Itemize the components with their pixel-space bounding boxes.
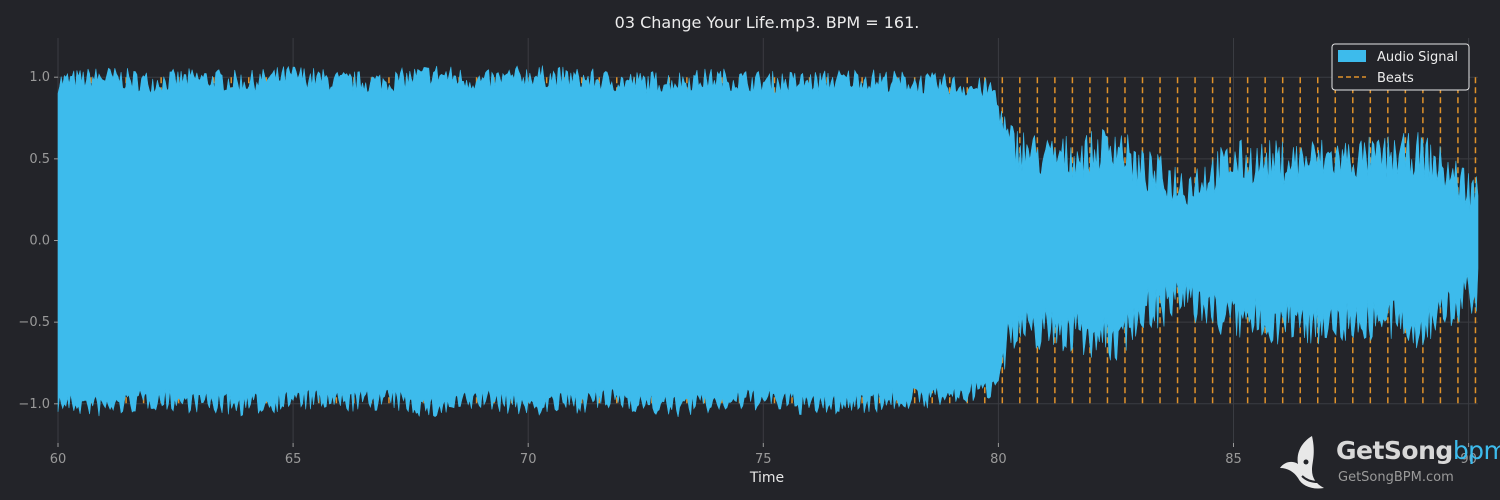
legend-box bbox=[1331, 43, 1470, 91]
x-tick-label: 70 bbox=[520, 452, 537, 467]
x-tick-label: 85 bbox=[1225, 452, 1242, 467]
watermark-brand-main: GetSong bbox=[1336, 436, 1453, 465]
watermark-brand-accent: bpm bbox=[1452, 436, 1500, 465]
audio-signal bbox=[57, 65, 1479, 417]
axis-ticks: 60 65 70 75 80 85 90 1.0 0.5 0.0 −0.5 −1.0 bbox=[18, 70, 1476, 467]
x-tick-label: 75 bbox=[755, 452, 772, 467]
y-tick-label: 0.0 bbox=[29, 234, 50, 249]
legend-audio-swatch bbox=[1338, 50, 1366, 62]
x-tick-label: 80 bbox=[990, 452, 1007, 467]
x-tick-label: 65 bbox=[285, 452, 302, 467]
chart-title: 03 Change Your Life.mp3. BPM = 161. bbox=[615, 13, 920, 32]
bird-logo-icon bbox=[1280, 436, 1324, 489]
y-tick-label: 0.5 bbox=[29, 152, 50, 167]
x-tick-label: 60 bbox=[50, 452, 67, 467]
watermark: GetSongbpm GetSongBPM.com bbox=[1272, 432, 1500, 496]
y-tick-label: −0.5 bbox=[18, 315, 50, 330]
y-tick-label: 1.0 bbox=[29, 70, 50, 85]
legend-audio-label: Audio Signal bbox=[1377, 50, 1458, 65]
x-tick-label: 90 bbox=[1460, 452, 1477, 467]
audio-signal-waveform bbox=[57, 65, 1479, 417]
watermark-brand: GetSongbpm bbox=[1336, 436, 1500, 465]
y-tick-label: −1.0 bbox=[18, 397, 50, 412]
legend: Audio Signal Beats bbox=[1331, 43, 1470, 91]
x-axis-label: Time bbox=[749, 470, 784, 486]
watermark-url: GetSongBPM.com bbox=[1338, 470, 1454, 485]
legend-beats-label: Beats bbox=[1377, 71, 1414, 86]
